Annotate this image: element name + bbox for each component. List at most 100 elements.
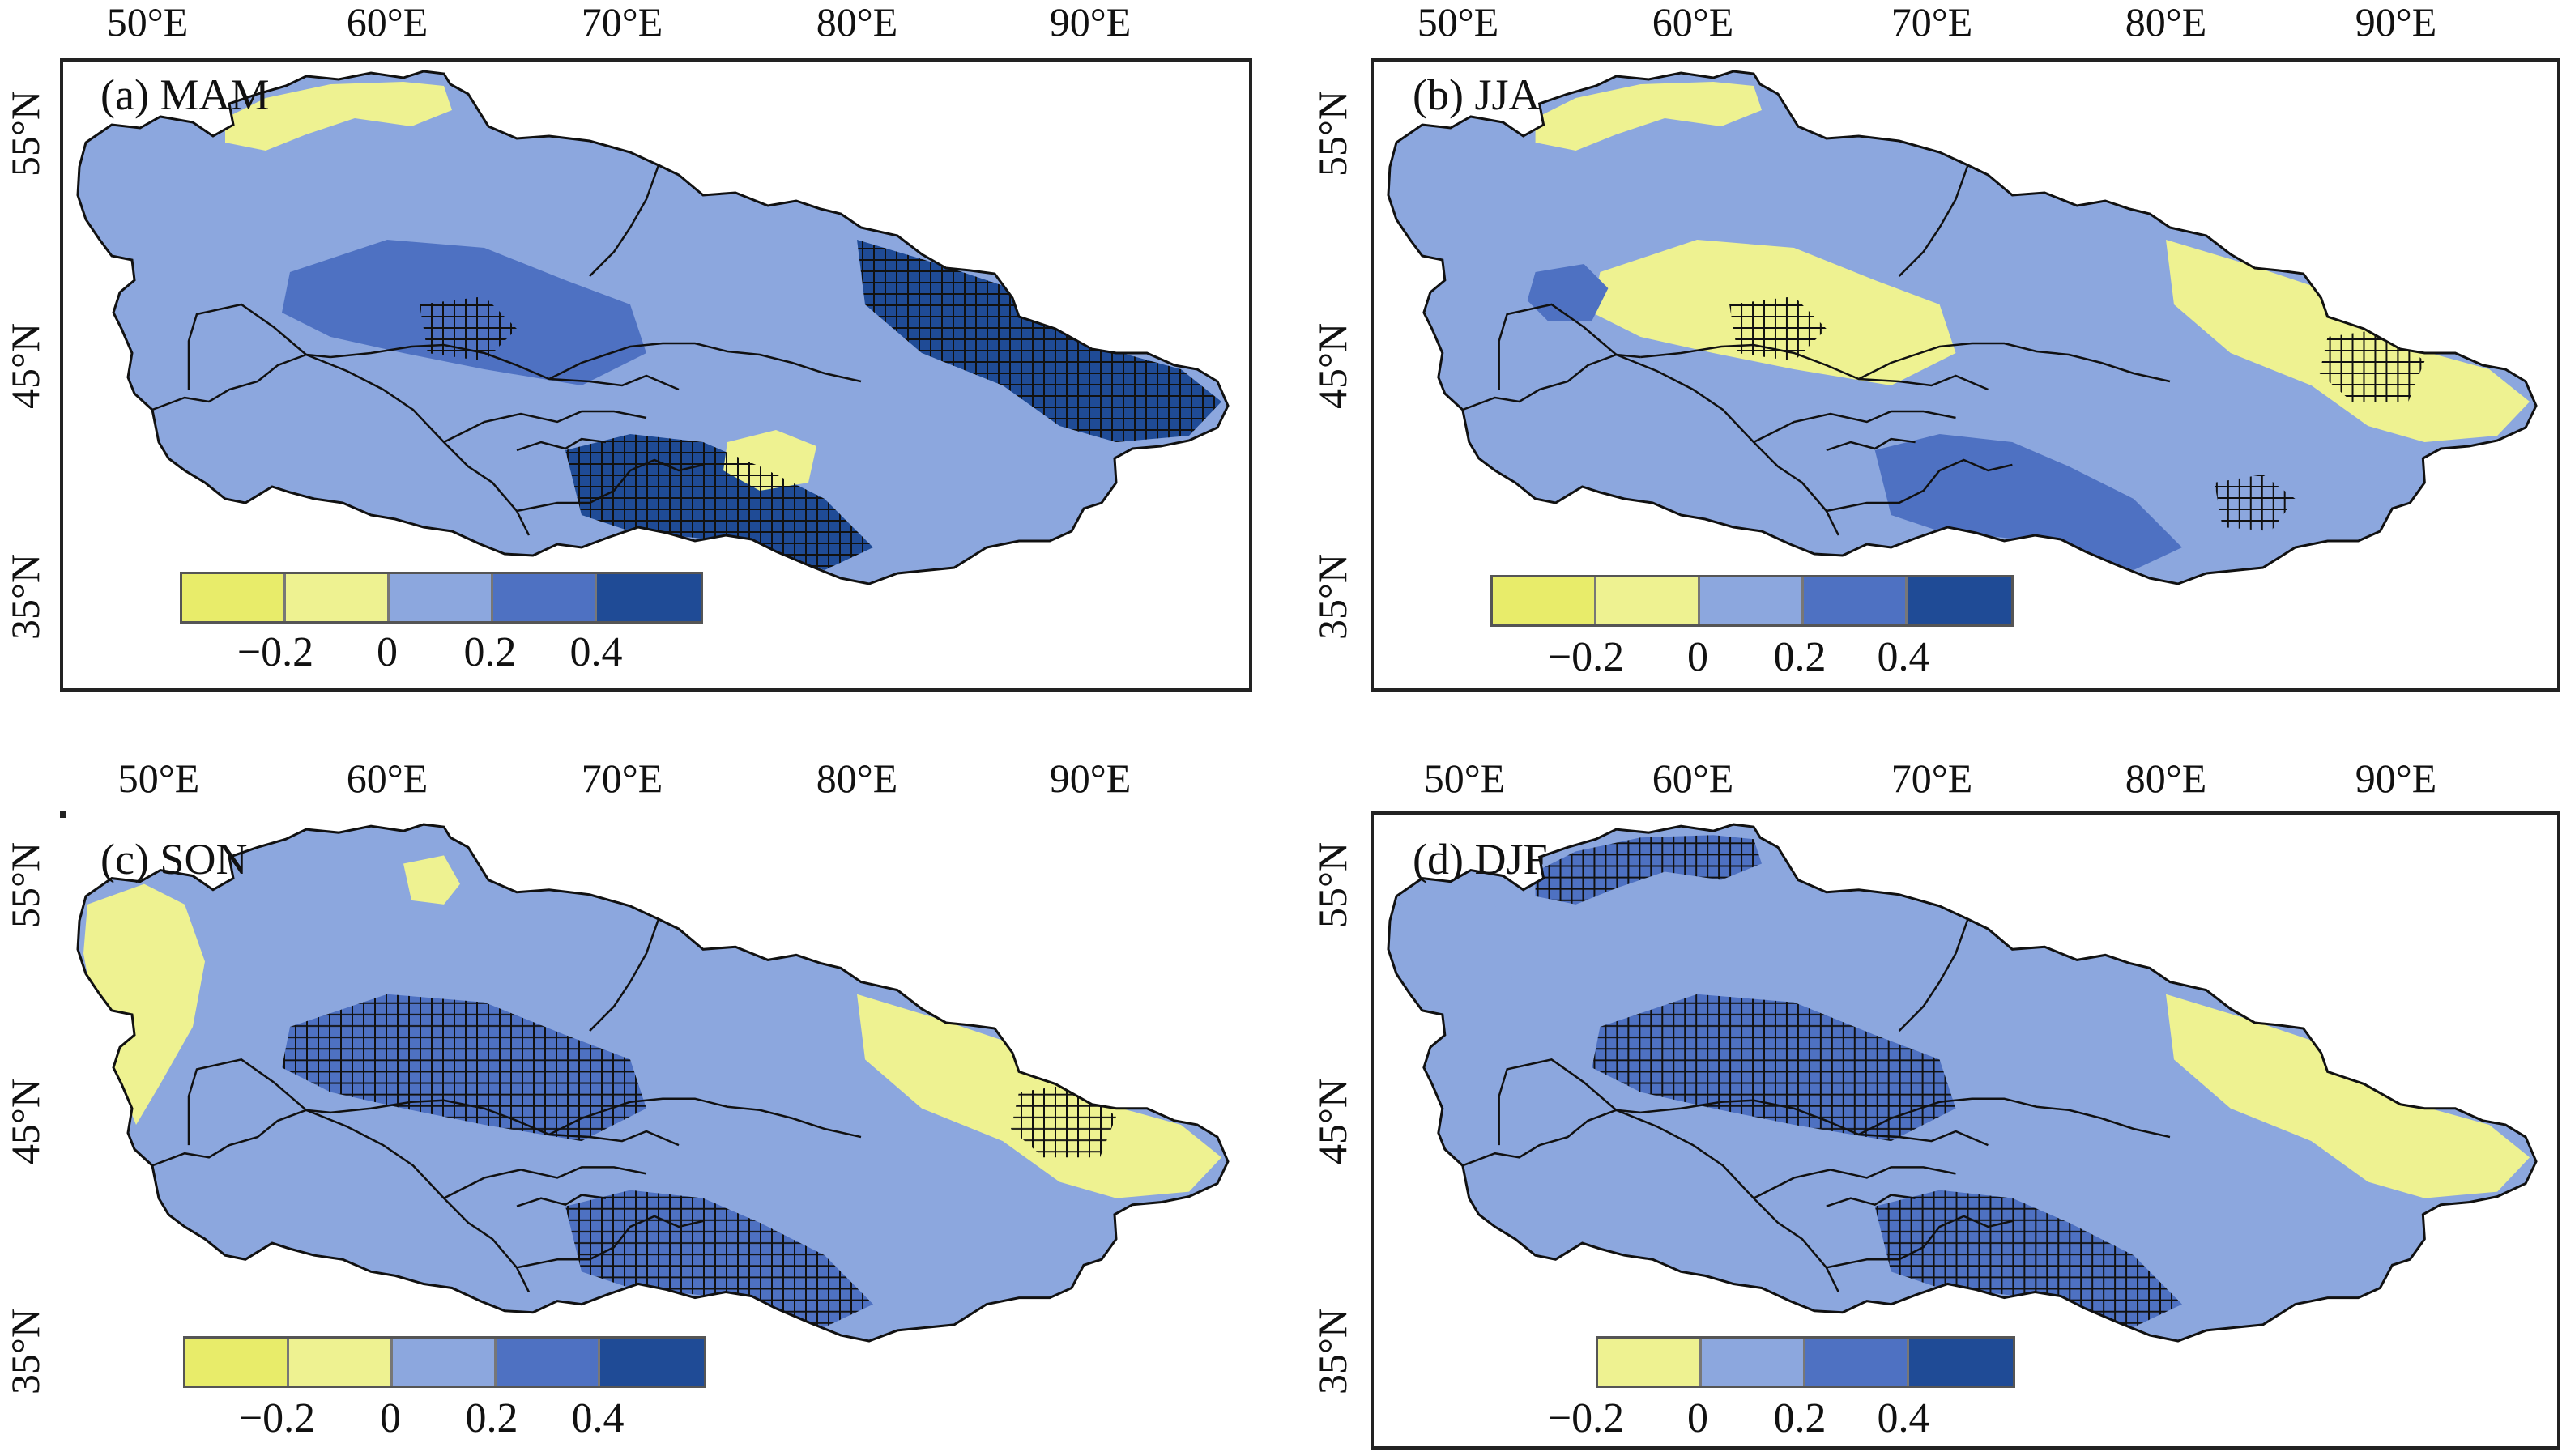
country-border — [1898, 164, 1969, 277]
colorbar-legend — [183, 1336, 706, 1388]
region-outline — [1387, 823, 2538, 1343]
legend-tick: 0.2 — [465, 1395, 518, 1441]
lat-label-45n: 45°N — [1310, 1078, 1355, 1164]
country-border — [1498, 303, 1618, 390]
panel-title: (b) JJA — [1413, 70, 1541, 119]
country-border — [330, 343, 680, 391]
lon-label-70e: 70°E — [581, 0, 663, 45]
significance-hatch-east — [857, 240, 1221, 442]
significance-hatch-center — [1592, 994, 1956, 1142]
legend-swatch-yellow-strong — [182, 574, 286, 621]
country-border — [1826, 437, 1916, 452]
lon-label-90e: 90°E — [1049, 0, 1132, 45]
legend-swatch-yellow-strong — [185, 1339, 289, 1386]
lon-label-90e: 90°E — [2355, 0, 2437, 45]
region-base-fill — [1388, 824, 2537, 1341]
significance-hatch-south — [565, 434, 873, 570]
lat-label-55n: 55°N — [2, 841, 48, 928]
lat-label-55n: 55°N — [1310, 841, 1355, 928]
country-border — [330, 1099, 680, 1147]
panel-title: (d) DJF — [1413, 835, 1548, 883]
lon-label-50e: 50°E — [117, 756, 200, 801]
legend-swatch-blue-light — [1700, 577, 1804, 624]
country-border — [1826, 1215, 2013, 1269]
country-border — [1640, 343, 1989, 391]
legend-tick: −0.2 — [1547, 634, 1625, 680]
lon-label-50e: 50°E — [1417, 0, 1499, 45]
colorbar-legend — [1596, 1336, 2015, 1388]
significance-hatch-spot-southeast — [2214, 475, 2296, 531]
country-border — [516, 437, 607, 452]
legend-swatch-blue-mid — [493, 574, 597, 621]
panel-title: (c) SON — [100, 835, 248, 883]
significance-hatch-north — [1535, 835, 1763, 905]
country-border — [1753, 1166, 1956, 1199]
country-border — [1858, 1097, 2171, 1139]
lat-label-45n: 45°N — [2, 322, 48, 409]
patch-south — [1874, 434, 2182, 570]
region-base-fill — [78, 71, 1228, 584]
legend-tick: 0 — [1687, 1395, 1708, 1441]
lon-label-60e: 60°E — [346, 756, 428, 801]
lon-label-90e: 90°E — [2355, 756, 2437, 801]
legend-swatch-blue-mid — [1805, 1339, 1909, 1386]
region-base-fill — [1388, 71, 2537, 584]
legend-swatch-blue-dark — [600, 1339, 704, 1386]
legend-tick: −0.2 — [237, 629, 314, 675]
country-border — [1753, 410, 1956, 444]
legend-tick: 0 — [380, 1395, 401, 1441]
country-border — [589, 164, 660, 277]
lat-label-35n: 35°N — [1310, 1308, 1355, 1394]
country-border — [1640, 1099, 1989, 1147]
legend-swatch-blue-dark — [597, 574, 701, 621]
country-border — [589, 918, 660, 1032]
map-frame — [60, 811, 1230, 1343]
legend-swatch-yellow-light — [286, 574, 390, 621]
country-border — [548, 1097, 862, 1139]
country-border — [1898, 918, 1969, 1032]
legend-swatch-blue-mid — [497, 1339, 600, 1386]
legend-tick: 0.2 — [1773, 634, 1827, 680]
patch-north — [225, 82, 452, 151]
legend-swatch-yellow-strong — [1493, 577, 1596, 624]
country-border — [151, 1109, 331, 1167]
legend-swatch-yellow-light — [1596, 577, 1700, 624]
lat-label-35n: 35°N — [2, 553, 48, 640]
lon-label-50e: 50°E — [106, 0, 189, 45]
country-border — [1498, 1058, 1618, 1146]
country-border — [516, 458, 704, 513]
map-frame — [1371, 811, 2560, 1450]
country-border — [1826, 1194, 1916, 1207]
country-border — [516, 1194, 607, 1207]
lon-label-50e: 50°E — [1423, 756, 1506, 801]
colorbar-legend — [1490, 575, 2014, 627]
legend-tick: 0.4 — [571, 1395, 625, 1441]
legend-swatch-yellow-light — [1598, 1339, 1702, 1386]
region-base-fill — [78, 824, 1228, 1341]
legend-tick: 0.4 — [1877, 634, 1930, 680]
country-border — [1858, 342, 2171, 383]
legend-tick: 0 — [1687, 634, 1708, 680]
legend-swatch-blue-light — [393, 1339, 497, 1386]
country-border — [187, 1058, 307, 1146]
country-border — [1615, 1109, 1839, 1293]
lon-label-80e: 80°E — [2125, 756, 2207, 801]
map-fill-group — [1388, 71, 2537, 584]
lat-label-35n: 35°N — [1310, 553, 1355, 640]
map-svg — [76, 70, 1230, 585]
significance-hatch-center — [282, 994, 646, 1142]
patch-north — [1535, 82, 1763, 151]
country-border — [1826, 458, 2013, 513]
lon-label-80e: 80°E — [816, 0, 898, 45]
region-outline — [1387, 70, 2538, 585]
country-border — [1462, 1109, 1641, 1167]
map-frame — [60, 58, 1252, 692]
region-outline — [76, 823, 1230, 1343]
lon-label-80e: 80°E — [816, 756, 898, 801]
panel-title: (a) MAM — [100, 70, 270, 119]
map-fill-group — [78, 71, 1228, 584]
country-border — [548, 342, 862, 383]
lon-label-60e: 60°E — [1652, 756, 1734, 801]
country-border — [443, 1166, 647, 1199]
legend-tick: 0.2 — [463, 629, 517, 675]
